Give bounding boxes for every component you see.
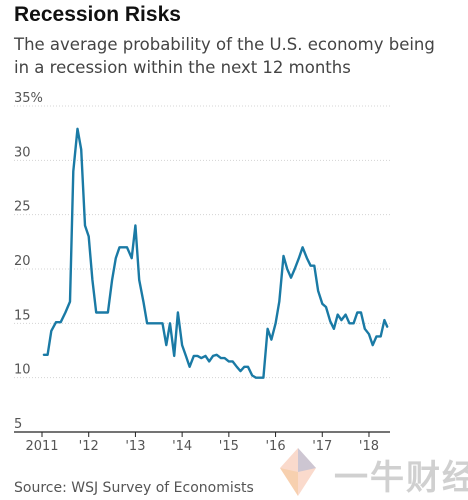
source-note: Source: WSJ Survey of Economists: [14, 480, 254, 496]
watermark-text: 一牛财经: [334, 458, 468, 498]
y-tick-label: 15: [14, 308, 31, 323]
watermark: 一牛财经: [272, 444, 468, 500]
x-tick-label: '15: [219, 439, 239, 454]
x-tick-label: '18: [359, 439, 379, 454]
series-layer: [42, 127, 389, 379]
bull-logo-icon: [280, 448, 316, 496]
x-tick-label: '14: [172, 439, 192, 454]
x-tick-label: '12: [79, 439, 99, 454]
x-tick-label: '17: [312, 439, 332, 454]
chart-title: Recession Risks: [14, 3, 181, 26]
x-axis: 2011 '12 '13 '14 '15 '16 '17 '18: [14, 431, 390, 454]
y-tick-label: 25: [14, 200, 31, 215]
x-tick-label: 2011: [25, 439, 58, 454]
y-axis-ticks: 35% 30 25 20 15 10 5: [14, 91, 43, 432]
x-tick-label: '16: [265, 439, 285, 454]
series-line: [42, 127, 389, 379]
chart-subtitle: The average probability of the U.S. econ…: [14, 35, 435, 77]
y-tick-label: 20: [14, 254, 31, 269]
y-tick-label: 30: [14, 145, 31, 160]
x-tick-label: '13: [125, 439, 145, 454]
line-chart: 35% 30 25 20 15 10 5 2011 '12 '13 '14 '15 '16 '17 '18: [14, 91, 390, 454]
y-tick-label: 35%: [14, 91, 43, 106]
y-tick-label: 10: [14, 363, 31, 378]
y-tick-label: 5: [14, 417, 22, 432]
